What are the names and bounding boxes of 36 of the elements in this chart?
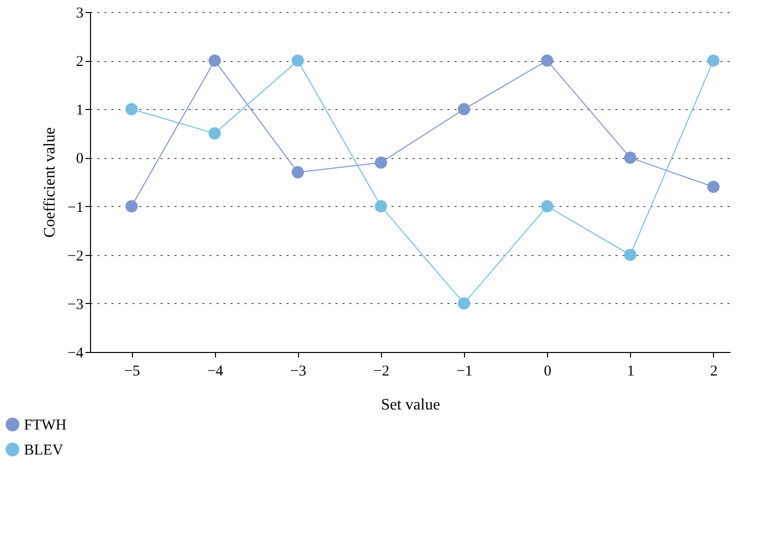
x-tick-label: −1 [456, 364, 473, 380]
point [624, 152, 636, 164]
point [374, 156, 388, 169]
legend-label: BLEV [24, 442, 64, 458]
point [292, 166, 304, 178]
point [292, 54, 304, 67]
point [458, 297, 470, 310]
point [624, 248, 636, 261]
y-tick-label: −2 [68, 248, 84, 264]
x-axis-title: Set value [380, 396, 440, 414]
x-tick-label: 2 [710, 364, 718, 380]
legend-label: FTWH [24, 418, 67, 434]
y-tick-label: −3 [68, 296, 84, 313]
point [208, 54, 221, 67]
x-tick-label: −4 [207, 364, 224, 380]
x-tick-label: −2 [373, 364, 390, 380]
y-tick-label: −1 [68, 200, 84, 216]
x-tick-label: −3 [290, 364, 306, 380]
y-axis-title: Coefficient value [42, 127, 59, 238]
x-tick-label: 1 [627, 364, 635, 380]
x-tick-label: −5 [124, 364, 140, 380]
y-tick-label: 2 [76, 54, 84, 70]
y-tick-label: 1 [76, 102, 84, 119]
point [374, 200, 388, 212]
point [208, 127, 221, 140]
y-tick-label: 3 [76, 6, 84, 22]
point [125, 103, 138, 116]
point [541, 54, 554, 67]
x-tick-label: 0 [544, 364, 552, 380]
point [707, 180, 720, 193]
y-tick-label: 0 [76, 151, 84, 168]
point [707, 54, 720, 67]
y-tick-label: −4 [68, 346, 84, 362]
point [125, 200, 138, 212]
point [541, 200, 554, 212]
point [458, 103, 470, 116]
